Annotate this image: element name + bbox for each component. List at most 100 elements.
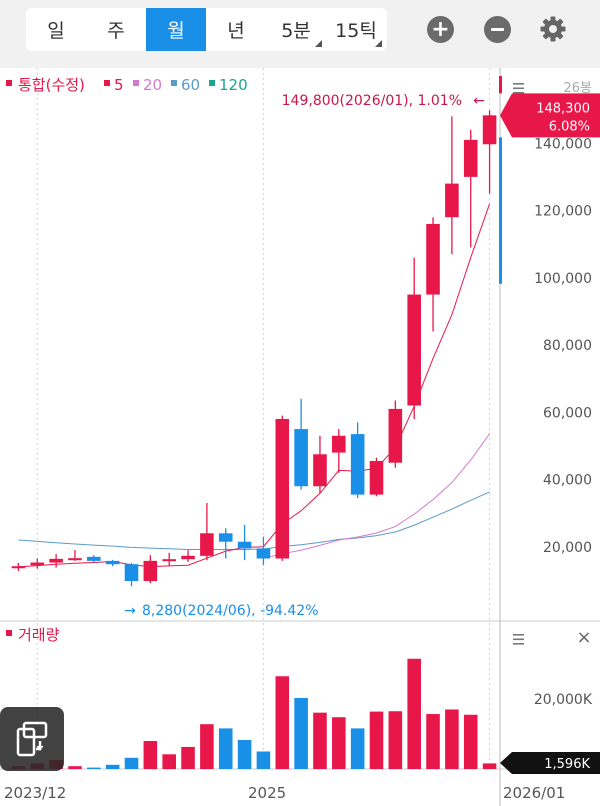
rotate-screen-button[interactable] bbox=[0, 707, 64, 771]
volume-bar bbox=[388, 711, 403, 769]
volume-y-tick: 20,000K bbox=[534, 692, 593, 708]
ma60-line bbox=[18, 491, 490, 550]
price-y-tick: 60,000 bbox=[543, 405, 592, 421]
x-axis-label: 2026/01 bbox=[503, 784, 565, 802]
tab-0[interactable]: 일 bbox=[26, 8, 86, 51]
candle-body bbox=[445, 183, 459, 218]
candle-body bbox=[388, 408, 403, 463]
legend-ma-20: 20 bbox=[143, 76, 162, 94]
candle-count-label: 26봉 bbox=[563, 81, 592, 96]
candle-body bbox=[30, 562, 45, 566]
candle-body bbox=[426, 223, 440, 295]
candle-body bbox=[124, 564, 139, 582]
zoom-in-button[interactable]: + bbox=[427, 16, 454, 43]
top-toolbar: 일 주 월 년 5분 15틱 + bbox=[0, 0, 600, 68]
candle-body bbox=[200, 533, 214, 556]
x-axis-label: 2023/12 bbox=[4, 784, 66, 802]
volume-bar bbox=[407, 658, 421, 769]
min-arrow-icon: → bbox=[124, 603, 136, 619]
volume-bar bbox=[218, 728, 233, 769]
candle-body bbox=[332, 435, 346, 453]
volume-bar bbox=[426, 714, 440, 769]
candle-body bbox=[350, 434, 365, 495]
volume-bar bbox=[105, 764, 120, 769]
price-y-tick: 80,000 bbox=[543, 338, 592, 354]
candle-body bbox=[482, 115, 497, 145]
candle-body bbox=[237, 541, 252, 549]
volume-bar bbox=[463, 714, 478, 769]
period-tabs: 일 주 월 년 5분 15틱 bbox=[26, 8, 387, 51]
dropdown-corner-icon bbox=[375, 40, 382, 47]
price-y-tick: 40,000 bbox=[543, 473, 592, 489]
volume-bar bbox=[162, 754, 176, 769]
dropdown-corner-icon bbox=[315, 40, 322, 47]
minus-circle-icon bbox=[491, 28, 504, 31]
range-indicator-bar bbox=[499, 137, 502, 284]
legend-ma-marker bbox=[133, 80, 139, 86]
current-price-value: 148,300 bbox=[536, 101, 590, 116]
min-price-annotation: 8,280(2024/06), -94.42% bbox=[142, 603, 319, 619]
candle-body bbox=[87, 556, 101, 561]
legend-ma-marker bbox=[104, 80, 110, 86]
candle-body bbox=[105, 560, 120, 565]
volume-legend-label: 거래량 bbox=[18, 626, 60, 644]
hamburger-menu-icon[interactable] bbox=[513, 83, 524, 94]
x-axis-label: 2025 bbox=[248, 784, 286, 802]
tab-4[interactable]: 5분 bbox=[266, 8, 326, 51]
tab-label: 월 bbox=[167, 20, 185, 42]
legend-ma-marker bbox=[209, 80, 215, 86]
volume-bar bbox=[275, 676, 290, 769]
volume-bar bbox=[124, 757, 139, 769]
price-y-tick: 140,000 bbox=[534, 136, 592, 152]
volume-bar bbox=[369, 711, 384, 769]
volume-bar bbox=[237, 739, 252, 769]
close-icon[interactable]: × bbox=[576, 627, 591, 648]
legend-main-label: 통합(수정) bbox=[18, 76, 85, 94]
max-arrow-icon: ← bbox=[473, 93, 485, 109]
volume-bar bbox=[350, 728, 365, 769]
ma20-line bbox=[263, 433, 490, 559]
legend-ma-60: 60 bbox=[181, 76, 200, 94]
volume-bar bbox=[181, 746, 195, 769]
legend-ma-marker bbox=[171, 80, 177, 86]
settings-button[interactable] bbox=[538, 14, 568, 44]
volume-bar bbox=[294, 697, 308, 769]
candle-body bbox=[294, 429, 308, 487]
stock-chart[interactable]: 140,000 120,000 100,000 80,000 60,000 40,000 2… bbox=[0, 68, 600, 806]
max-price-annotation: 149,800(2026/01), 1.01% bbox=[282, 93, 462, 109]
volume-bar bbox=[68, 766, 82, 769]
candle-body bbox=[143, 560, 158, 582]
volume-bar bbox=[87, 767, 101, 769]
volume-bar bbox=[313, 712, 327, 769]
hamburger-menu-icon[interactable] bbox=[513, 634, 524, 645]
current-volume-tag bbox=[500, 752, 600, 774]
current-price-tag bbox=[500, 93, 600, 138]
zoom-out-button[interactable] bbox=[484, 16, 511, 43]
volume-bar bbox=[445, 709, 459, 769]
candle-body bbox=[218, 533, 233, 542]
volume-bar bbox=[256, 751, 271, 769]
tab-2[interactable]: 월 bbox=[146, 8, 206, 51]
candle-body bbox=[256, 548, 271, 559]
volume-bar bbox=[482, 763, 497, 769]
volume-legend-marker bbox=[6, 630, 12, 636]
tab-3[interactable]: 년 bbox=[206, 8, 266, 51]
candle-body bbox=[275, 418, 290, 559]
candle-body bbox=[181, 555, 195, 560]
current-volume-value: 1,596K bbox=[544, 757, 590, 772]
legend-ma-5: 5 bbox=[114, 76, 124, 94]
plus-circle-icon: + bbox=[431, 16, 450, 42]
price-y-tick: 120,000 bbox=[534, 204, 592, 220]
tab-5[interactable]: 15틱 bbox=[326, 8, 386, 51]
candle-body bbox=[313, 454, 327, 487]
candle-body bbox=[162, 559, 176, 562]
tab-label: 주 bbox=[107, 20, 125, 42]
ma5-line bbox=[18, 203, 491, 568]
candle-body bbox=[49, 558, 63, 563]
tab-1[interactable]: 주 bbox=[86, 8, 146, 51]
current-change-value: 6.08% bbox=[549, 119, 590, 134]
volume-bar bbox=[200, 724, 214, 769]
tab-label: 일 bbox=[47, 20, 65, 42]
candle-body bbox=[463, 139, 478, 177]
tab-label: 15틱 bbox=[335, 20, 377, 42]
